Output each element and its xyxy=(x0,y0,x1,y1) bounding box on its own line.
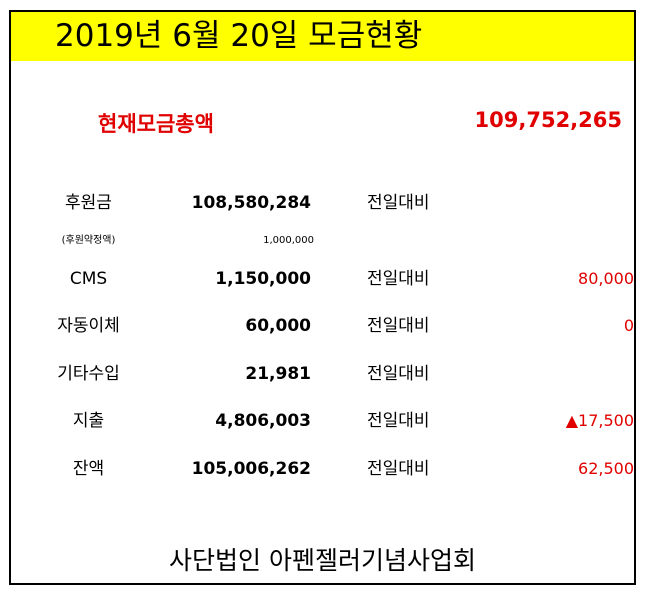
row-diff: 80,000 xyxy=(578,269,634,288)
total-value: 109,752,265 xyxy=(474,108,622,132)
row-value: 108,580,284 xyxy=(191,193,311,213)
row-cms: CMS 1,150,000 전일대비 80,000 xyxy=(11,266,634,292)
row-label: 후원금 xyxy=(65,193,112,213)
row-pledge: (후원약정액) 1,000,000 xyxy=(11,228,634,254)
row-diff: ▲17,500 xyxy=(565,411,634,430)
total-label: 현재모금총액 xyxy=(98,112,214,136)
row-other-income: 기타수입 21,981 전일대비 xyxy=(11,361,634,387)
row-label: 자동이체 xyxy=(57,316,120,336)
row-compare: 전일대비 xyxy=(367,269,430,289)
row-expenses: 지출 4,806,003 전일대비 ▲17,500 xyxy=(11,408,634,434)
row-label: 지출 xyxy=(72,411,105,431)
row-compare: 전일대비 xyxy=(367,411,430,431)
row-value: 21,981 xyxy=(245,364,311,384)
report-frame: 2019년 6월 20일 모금현황 현재모금총액 109,752,265 후원금… xyxy=(9,10,636,585)
row-value: 1,000,000 xyxy=(263,235,314,246)
row-value: 105,006,262 xyxy=(191,459,311,479)
row-compare: 전일대비 xyxy=(367,316,430,336)
row-value: 4,806,003 xyxy=(215,411,311,431)
page-title: 2019년 6월 20일 모금현황 xyxy=(55,18,423,54)
row-label: 기타수입 xyxy=(57,364,120,384)
row-value: 60,000 xyxy=(245,316,311,336)
row-compare: 전일대비 xyxy=(367,193,430,213)
row-diff: 0 xyxy=(623,316,634,335)
row-compare: 전일대비 xyxy=(367,364,430,384)
row-donations: 후원금 108,580,284 전일대비 xyxy=(11,190,634,216)
row-label: 잔액 xyxy=(72,459,105,479)
row-label: (후원약정액) xyxy=(61,235,116,246)
row-value: 1,150,000 xyxy=(215,269,311,289)
row-balance: 잔액 105,006,262 전일대비 62,500 xyxy=(11,456,634,482)
row-label: CMS xyxy=(69,269,108,289)
row-auto-transfer: 자동이체 60,000 전일대비 0 xyxy=(11,313,634,339)
row-diff: 62,500 xyxy=(578,459,634,478)
row-compare: 전일대비 xyxy=(367,459,430,479)
organization-name: 사단법인 아펜젤러기념사업회 xyxy=(169,546,476,575)
title-bar: 2019년 6월 20일 모금현황 xyxy=(11,12,634,61)
